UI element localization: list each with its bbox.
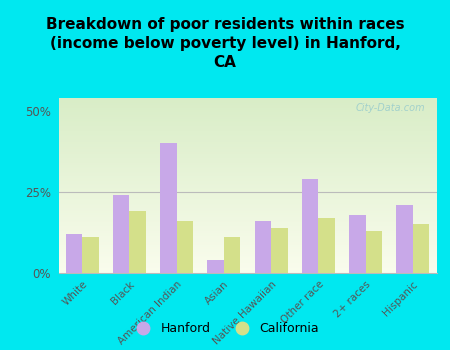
Text: Breakdown of poor residents within races
(income below poverty level) in Hanford: Breakdown of poor residents within races… bbox=[46, 18, 404, 70]
Bar bbox=[271, 228, 288, 273]
Bar bbox=[130, 211, 146, 273]
Bar bbox=[224, 237, 240, 273]
Text: City-Data.com: City-Data.com bbox=[356, 103, 425, 113]
Bar bbox=[302, 179, 318, 273]
Bar bbox=[66, 234, 82, 273]
Bar bbox=[413, 224, 429, 273]
Bar bbox=[82, 237, 99, 273]
Bar bbox=[365, 231, 382, 273]
Bar bbox=[207, 260, 224, 273]
Bar bbox=[160, 144, 176, 273]
Bar bbox=[319, 218, 335, 273]
Legend: Hanford, California: Hanford, California bbox=[126, 317, 324, 340]
Bar bbox=[396, 205, 413, 273]
Bar bbox=[113, 195, 130, 273]
Bar bbox=[349, 215, 365, 273]
Bar bbox=[176, 221, 193, 273]
Bar bbox=[255, 221, 271, 273]
